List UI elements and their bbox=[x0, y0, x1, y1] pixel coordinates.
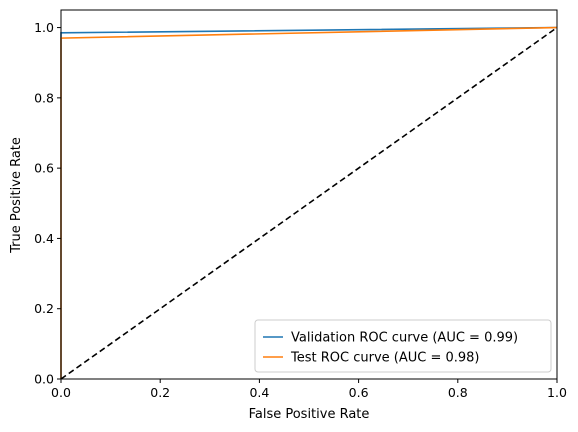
x-tick-label: 0.6 bbox=[349, 385, 369, 400]
x-axis-label: False Positive Rate bbox=[249, 407, 370, 422]
y-axis-label: True Positive Rate bbox=[9, 137, 24, 254]
diagonal-reference-line bbox=[60, 26, 558, 380]
y-tick-label: 0.8 bbox=[34, 90, 54, 105]
legend-label: Validation ROC curve (AUC = 0.99) bbox=[291, 331, 518, 346]
x-tick-label: 0.4 bbox=[249, 385, 269, 400]
y-tick-label: 0.0 bbox=[34, 372, 54, 387]
y-tick-label: 0.2 bbox=[34, 301, 54, 316]
x-tick-label: 0.0 bbox=[51, 385, 71, 400]
x-tick-label: 0.2 bbox=[150, 385, 170, 400]
legend: Validation ROC curve (AUC = 0.99) Test RO… bbox=[254, 319, 552, 373]
y-tick-label: 1.0 bbox=[34, 20, 54, 35]
x-tick-label: 0.8 bbox=[448, 385, 468, 400]
plot-frame bbox=[60, 9, 558, 380]
legend-label: Test ROC curve (AUC = 0.98) bbox=[290, 351, 480, 366]
legend-box bbox=[254, 319, 552, 373]
y-tick-label: 0.4 bbox=[34, 231, 54, 246]
x-tick-label: 1.0 bbox=[547, 385, 567, 400]
y-tick-label: 0.6 bbox=[34, 161, 54, 176]
